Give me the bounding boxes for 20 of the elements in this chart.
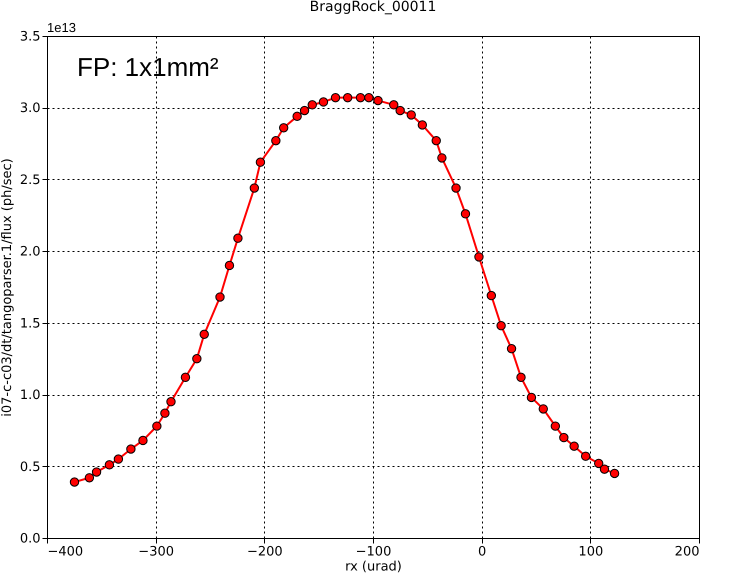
- y-tick-label: 1.0: [20, 388, 40, 404]
- y-tick-label: 0.0: [20, 532, 40, 546]
- y-tick-label: 0.5: [20, 460, 40, 475]
- y-tick-label: 1.5: [20, 316, 40, 332]
- y-tick-label: 3.0: [20, 101, 40, 116]
- y-axis-title: i07-c-c03/dt/tangoparser.1/flux (ph/sec): [0, 158, 15, 417]
- text: 1e13: [47, 20, 76, 35]
- x-tick-label: −400: [48, 544, 84, 560]
- x-tick-label: −200: [246, 544, 283, 560]
- annotation: FP: 1x1mm²: [77, 52, 219, 82]
- y-tick-label: 2.0: [20, 244, 40, 260]
- x-tick-label: −300: [138, 544, 174, 560]
- chart-title: BraggRock_00011: [310, 0, 436, 15]
- x-tick-label: 100: [578, 544, 604, 560]
- y-tick-label: 2.5: [20, 172, 40, 188]
- x-tick-label: 0: [478, 544, 486, 560]
- x-axis-title: rx (urad): [345, 560, 402, 574]
- x-tick-label: −100: [356, 544, 392, 560]
- y-tick-label: 3.5: [20, 30, 40, 44]
- x-tick-label: 200: [674, 544, 700, 560]
